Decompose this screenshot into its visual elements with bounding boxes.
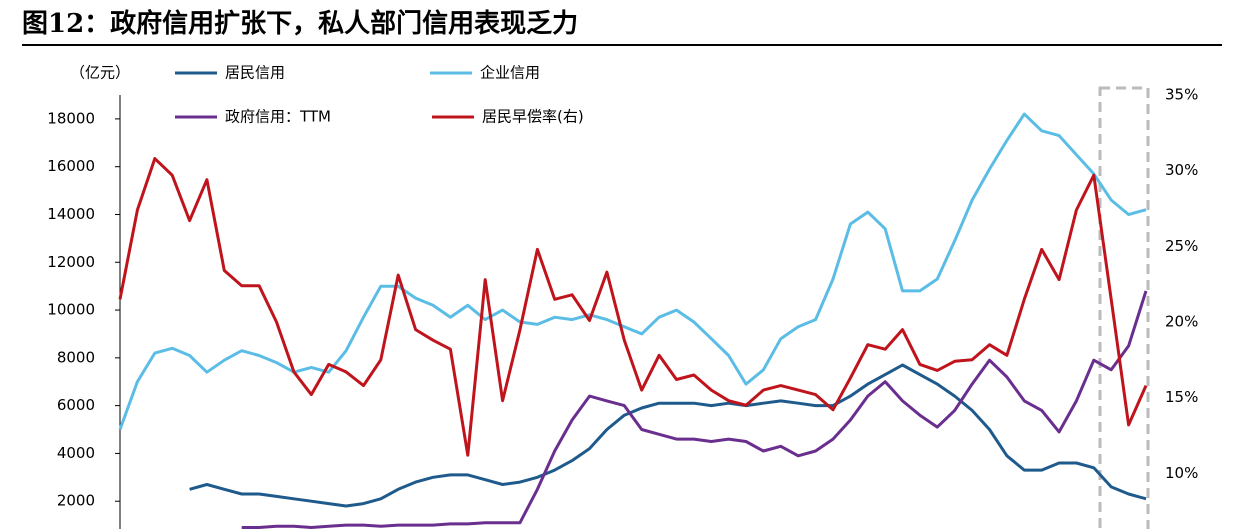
y-tick-label: 4000 [57,444,95,462]
y-tick-label: 12000 [47,253,95,271]
legend-label: 企业信用 [480,64,540,82]
legend-label: 居民早偿率(右) [482,108,584,126]
legend-label: 居民信用 [225,64,285,82]
y-tick-label: 8000 [57,348,95,366]
y-tick-label: 18000 [47,109,95,127]
legend-label: 政府信用：TTM [225,108,331,126]
y2-tick-label: 25% [1165,237,1198,255]
highlight-box [1098,86,1150,529]
y-tick-label: 2000 [57,492,95,510]
series-line [189,363,1147,508]
y-tick-label: 16000 [47,157,95,175]
series-line [241,290,1148,529]
y-axis-label: （亿元） [70,64,130,82]
y-tick-label: 6000 [57,396,95,414]
y2-tick-label: 35% [1165,86,1198,104]
y2-tick-label: 20% [1165,313,1198,331]
y2-tick-label: 15% [1165,388,1198,406]
y2-tick-label: 10% [1165,464,1198,482]
y-tick-label: 14000 [47,205,95,223]
y-tick-label: 10000 [47,301,95,319]
y2-tick-label: 30% [1165,161,1198,179]
series-line [118,112,1147,431]
chart-title: 图12：政府信用扩张下，私人部门信用表现乏力 [22,8,578,39]
series-line [118,157,1148,457]
